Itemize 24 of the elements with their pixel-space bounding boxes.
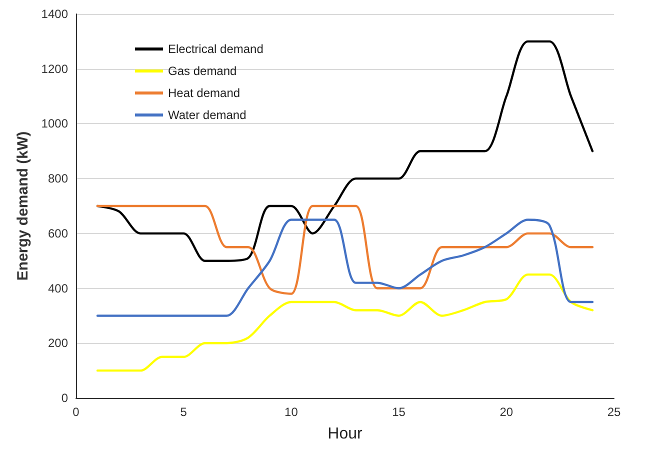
y-tick-label: 800 (48, 172, 68, 186)
legend-label: Gas demand (168, 64, 237, 78)
y-tick-label: 0 (61, 391, 68, 405)
line-series (96, 40, 594, 262)
x-tick-label: 25 (607, 405, 621, 419)
y-axis-title: Energy demand (kW) (14, 131, 32, 281)
y-tick-label: 1000 (41, 116, 68, 131)
x-tick-label: 0 (72, 405, 80, 419)
x-axis-title: Hour (328, 426, 364, 442)
y-tick-label: 1400 (41, 7, 68, 21)
y-tick-label: 400 (48, 281, 68, 296)
x-tick-label: 5 (180, 405, 188, 419)
legend-label: Water demand (168, 108, 246, 122)
y-tick-label: 600 (48, 226, 68, 240)
line-series (96, 273, 594, 372)
y-tick-label: 1200 (41, 62, 68, 76)
x-tick-label: 15 (392, 405, 406, 419)
x-tick-label: 10 (284, 405, 298, 419)
legend-label: Electrical demand (168, 42, 264, 56)
x-tick-label: 20 (500, 405, 514, 419)
line-series (96, 218, 594, 317)
y-tick-label: 200 (48, 336, 68, 350)
legend-label: Heat demand (168, 86, 240, 100)
line-series (96, 204, 594, 295)
